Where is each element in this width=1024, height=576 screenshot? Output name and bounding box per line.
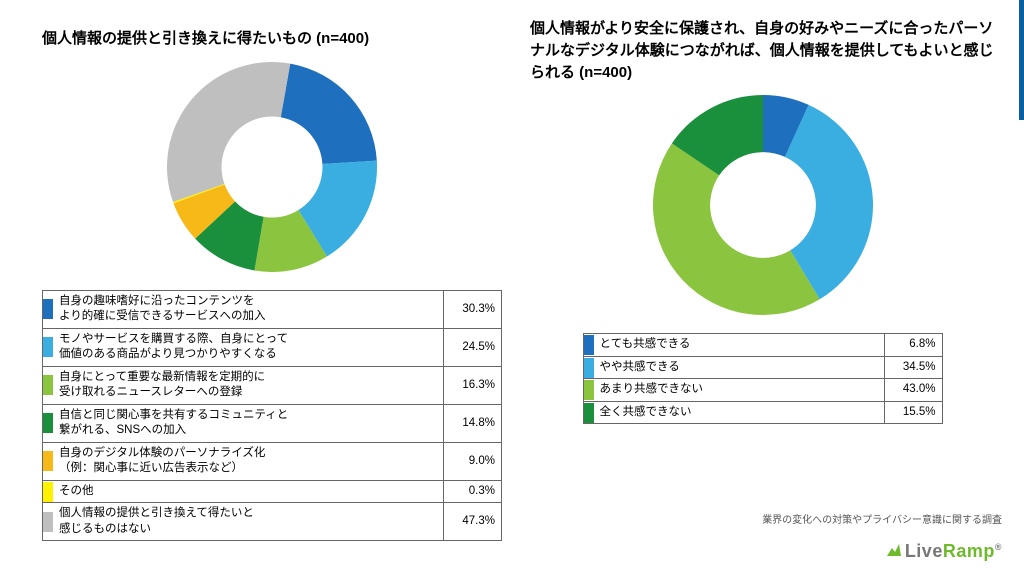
source-footnote: 業界の変化への対策やプライバシー意識に関する調査 (762, 511, 1002, 526)
brand-logo: LiveRamp® (885, 541, 1002, 562)
legend-row: 全く共感できない15.5% (583, 401, 942, 424)
legend-label: 全く共感できない (594, 401, 885, 424)
legend-label: モノやサービスを購買する際、自身にとって価値のある商品がより見つかりやすくなる (53, 328, 444, 366)
legend-row: その他0.3% (43, 480, 502, 503)
legend-row: 自身のデジタル体験のパーソナライズ化（例：関心事に近い広告表示など）9.0% (43, 442, 502, 480)
legend-swatch (43, 366, 54, 404)
left-donut-chart (167, 62, 377, 272)
legend-value: 43.0% (884, 379, 942, 402)
left-chart-title: 個人情報の提供と引き換えに得たいもの (n=400) (42, 28, 502, 50)
legend-swatch (43, 290, 54, 328)
legend-value: 47.3% (444, 503, 502, 541)
brand-text-1: Live (905, 541, 943, 561)
legend-value: 9.0% (444, 442, 502, 480)
legend-value: 30.3% (444, 290, 502, 328)
legend-value: 15.5% (884, 401, 942, 424)
legend-label: その他 (53, 480, 444, 503)
legend-swatch (583, 356, 594, 379)
legend-row: とても共感できる6.8% (583, 334, 942, 357)
legend-value: 16.3% (444, 366, 502, 404)
right-legend-table: とても共感できる6.8%やや共感できる34.5%あまり共感できない43.0%全く… (583, 333, 943, 424)
legend-swatch (583, 334, 594, 357)
legend-label: 自身の趣味嗜好に沿ったコンテンツをより的確に受信できるサービスへの加入 (53, 290, 444, 328)
right-donut-wrap (530, 95, 995, 315)
legend-label: 自身のデジタル体験のパーソナライズ化（例：関心事に近い広告表示など） (53, 442, 444, 480)
legend-label: あまり共感できない (594, 379, 885, 402)
legend-value: 14.8% (444, 404, 502, 442)
legend-value: 6.8% (884, 334, 942, 357)
legend-value: 24.5% (444, 328, 502, 366)
right-chart-panel: 個人情報がより安全に保護され、自身の好みやニーズに合ったパーソナルなデジタル体験… (530, 18, 995, 424)
left-chart-panel: 個人情報の提供と引き換えに得たいもの (n=400) 自身の趣味嗜好に沿ったコン… (42, 28, 502, 541)
left-donut-wrap (42, 62, 502, 272)
legend-label: 自身にとって重要な最新情報を定期的に受け取れるニュースレターへの登録 (53, 366, 444, 404)
legend-swatch (583, 379, 594, 402)
legend-row: モノやサービスを購買する際、自身にとって価値のある商品がより見つかりやすくなる2… (43, 328, 502, 366)
legend-row: 自身にとって重要な最新情報を定期的に受け取れるニュースレターへの登録16.3% (43, 366, 502, 404)
legend-swatch (583, 401, 594, 424)
legend-label: 自信と同じ関心事を共有するコミュニティと繋がれる、SNSへの加入 (53, 404, 444, 442)
legend-swatch (43, 503, 54, 541)
legend-label: とても共感できる (594, 334, 885, 357)
legend-row: やや共感できる34.5% (583, 356, 942, 379)
legend-label: 個人情報の提供と引き換えて得たいと感じるものはない (53, 503, 444, 541)
right-donut-chart (653, 95, 873, 315)
legend-row: 自信と同じ関心事を共有するコミュニティと繋がれる、SNSへの加入14.8% (43, 404, 502, 442)
brand-text-2: Ramp (943, 541, 995, 561)
legend-swatch (43, 328, 54, 366)
legend-row: 個人情報の提供と引き換えて得たいと感じるものはない47.3% (43, 503, 502, 541)
legend-label: やや共感できる (594, 356, 885, 379)
right-chart-title: 個人情報がより安全に保護され、自身の好みやニーズに合ったパーソナルなデジタル体験… (530, 18, 995, 83)
legend-swatch (43, 404, 54, 442)
legend-row: 自身の趣味嗜好に沿ったコンテンツをより的確に受信できるサービスへの加入30.3% (43, 290, 502, 328)
legend-row: あまり共感できない43.0% (583, 379, 942, 402)
legend-value: 34.5% (884, 356, 942, 379)
left-legend-table: 自身の趣味嗜好に沿ったコンテンツをより的確に受信できるサービスへの加入30.3%… (42, 290, 502, 542)
legend-value: 0.3% (444, 480, 502, 503)
legend-swatch (43, 480, 54, 503)
brand-mark-icon (885, 541, 903, 559)
side-stripe (1019, 0, 1024, 120)
legend-swatch (43, 442, 54, 480)
